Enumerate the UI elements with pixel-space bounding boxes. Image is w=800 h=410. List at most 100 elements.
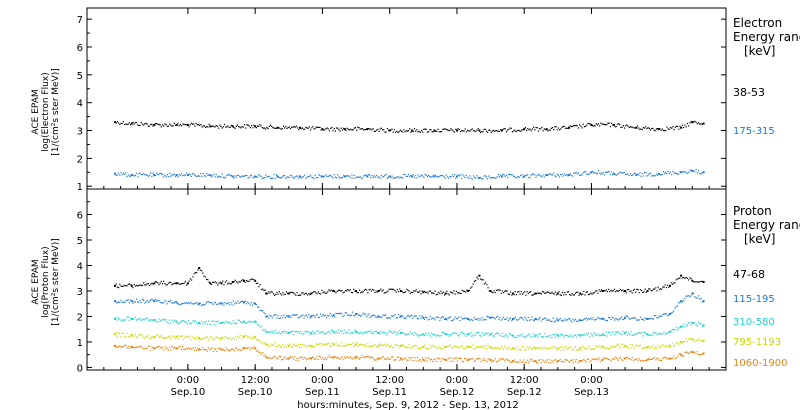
trace-dot [470,129,472,131]
trace-dot [127,174,129,176]
trace-dot [275,293,277,296]
trace-dot [508,293,511,296]
trace-dot [627,125,629,127]
trace-dot [554,175,556,177]
trace-dot [291,126,293,128]
trace-dot [433,334,435,336]
trace-dot [245,279,248,282]
trace-dot [700,173,702,175]
trace-dot [442,316,444,319]
trace-dot [532,333,534,335]
trace-dot [245,322,248,324]
trace-dot [582,123,584,125]
trace-dot [593,332,596,334]
trace-dot [470,287,472,289]
trace-dot [159,336,161,338]
trace-dot [358,314,361,316]
trace-dot [216,350,218,353]
trace-dot [206,173,208,175]
trace-dot [284,175,286,177]
trace-dot [677,173,679,175]
trace-dot [453,345,455,348]
trace-dot [351,332,354,334]
trace-dot [281,359,283,361]
trace-dot [302,292,304,294]
trace-dot [134,122,136,124]
trace-dot [147,175,149,177]
trace-dot [501,318,503,320]
trace-dot [643,331,645,334]
trace-dot [621,172,623,174]
trace-dot [331,290,334,292]
trace-dot [166,174,168,176]
trace-dot [185,336,187,338]
trace-dot [301,176,303,179]
trace-dot [135,337,138,339]
trace-dot [436,316,439,318]
trace-dot [396,316,398,319]
data-point [265,343,268,346]
trace-dot [225,347,227,349]
trace-dot [345,129,347,132]
data-point [556,347,559,350]
trace-dot [570,334,572,336]
trace-dot [192,303,194,305]
trace-dot [238,126,240,128]
trace-dot [661,174,663,176]
trace-dot [382,356,384,358]
trace-dot [521,174,523,176]
trace-dot [512,130,515,132]
trace-dot [545,292,547,294]
trace-dot [387,129,390,131]
y-tick-label-proton: 2 [77,312,83,323]
trace-dot [189,322,191,324]
trace-dot [619,317,621,320]
trace-dot [407,314,409,316]
trace-dot [275,174,277,176]
trace-dot [189,173,191,175]
series-proton-795-1193 [114,331,705,351]
trace-dot [195,122,197,125]
trace-dot [446,319,448,321]
trace-dot [588,173,590,175]
trace-dot [533,360,535,363]
trace-dot [507,359,509,361]
trace-dot [661,288,663,290]
trace-dot [574,172,576,174]
trace-dot [678,343,680,345]
trace-dot [409,128,411,130]
trace-dot [183,174,185,176]
trace-dot [219,347,221,349]
trace-dot [596,358,598,360]
trace-dot [574,318,577,321]
data-point [355,330,358,333]
trace-dot [376,358,378,360]
trace-dot [343,175,345,177]
trace-dot [675,326,677,328]
trace-dot [365,174,367,176]
trace-dot [598,317,600,319]
trace-dot [412,356,414,358]
trace-dot [250,321,253,323]
trace-dot [488,129,490,131]
trace-dot [524,291,526,293]
trace-dot [462,347,465,350]
trace-dot [240,321,243,324]
trace-dot [344,289,347,292]
trace-dot [438,175,440,178]
trace-dot [255,350,258,352]
trace-dot [697,169,700,172]
trace-dot [210,302,212,304]
data-point [668,344,671,347]
trace-dot [503,174,505,176]
data-point [534,360,537,363]
trace-dot [133,283,135,285]
trace-dot [298,316,301,319]
trace-dot [269,314,271,316]
trace-dot [450,176,452,178]
trace-dot [443,176,445,178]
trace-dot [686,277,688,280]
trace-dot [500,359,502,361]
trace-dot [623,346,625,348]
trace-dot [245,335,248,337]
